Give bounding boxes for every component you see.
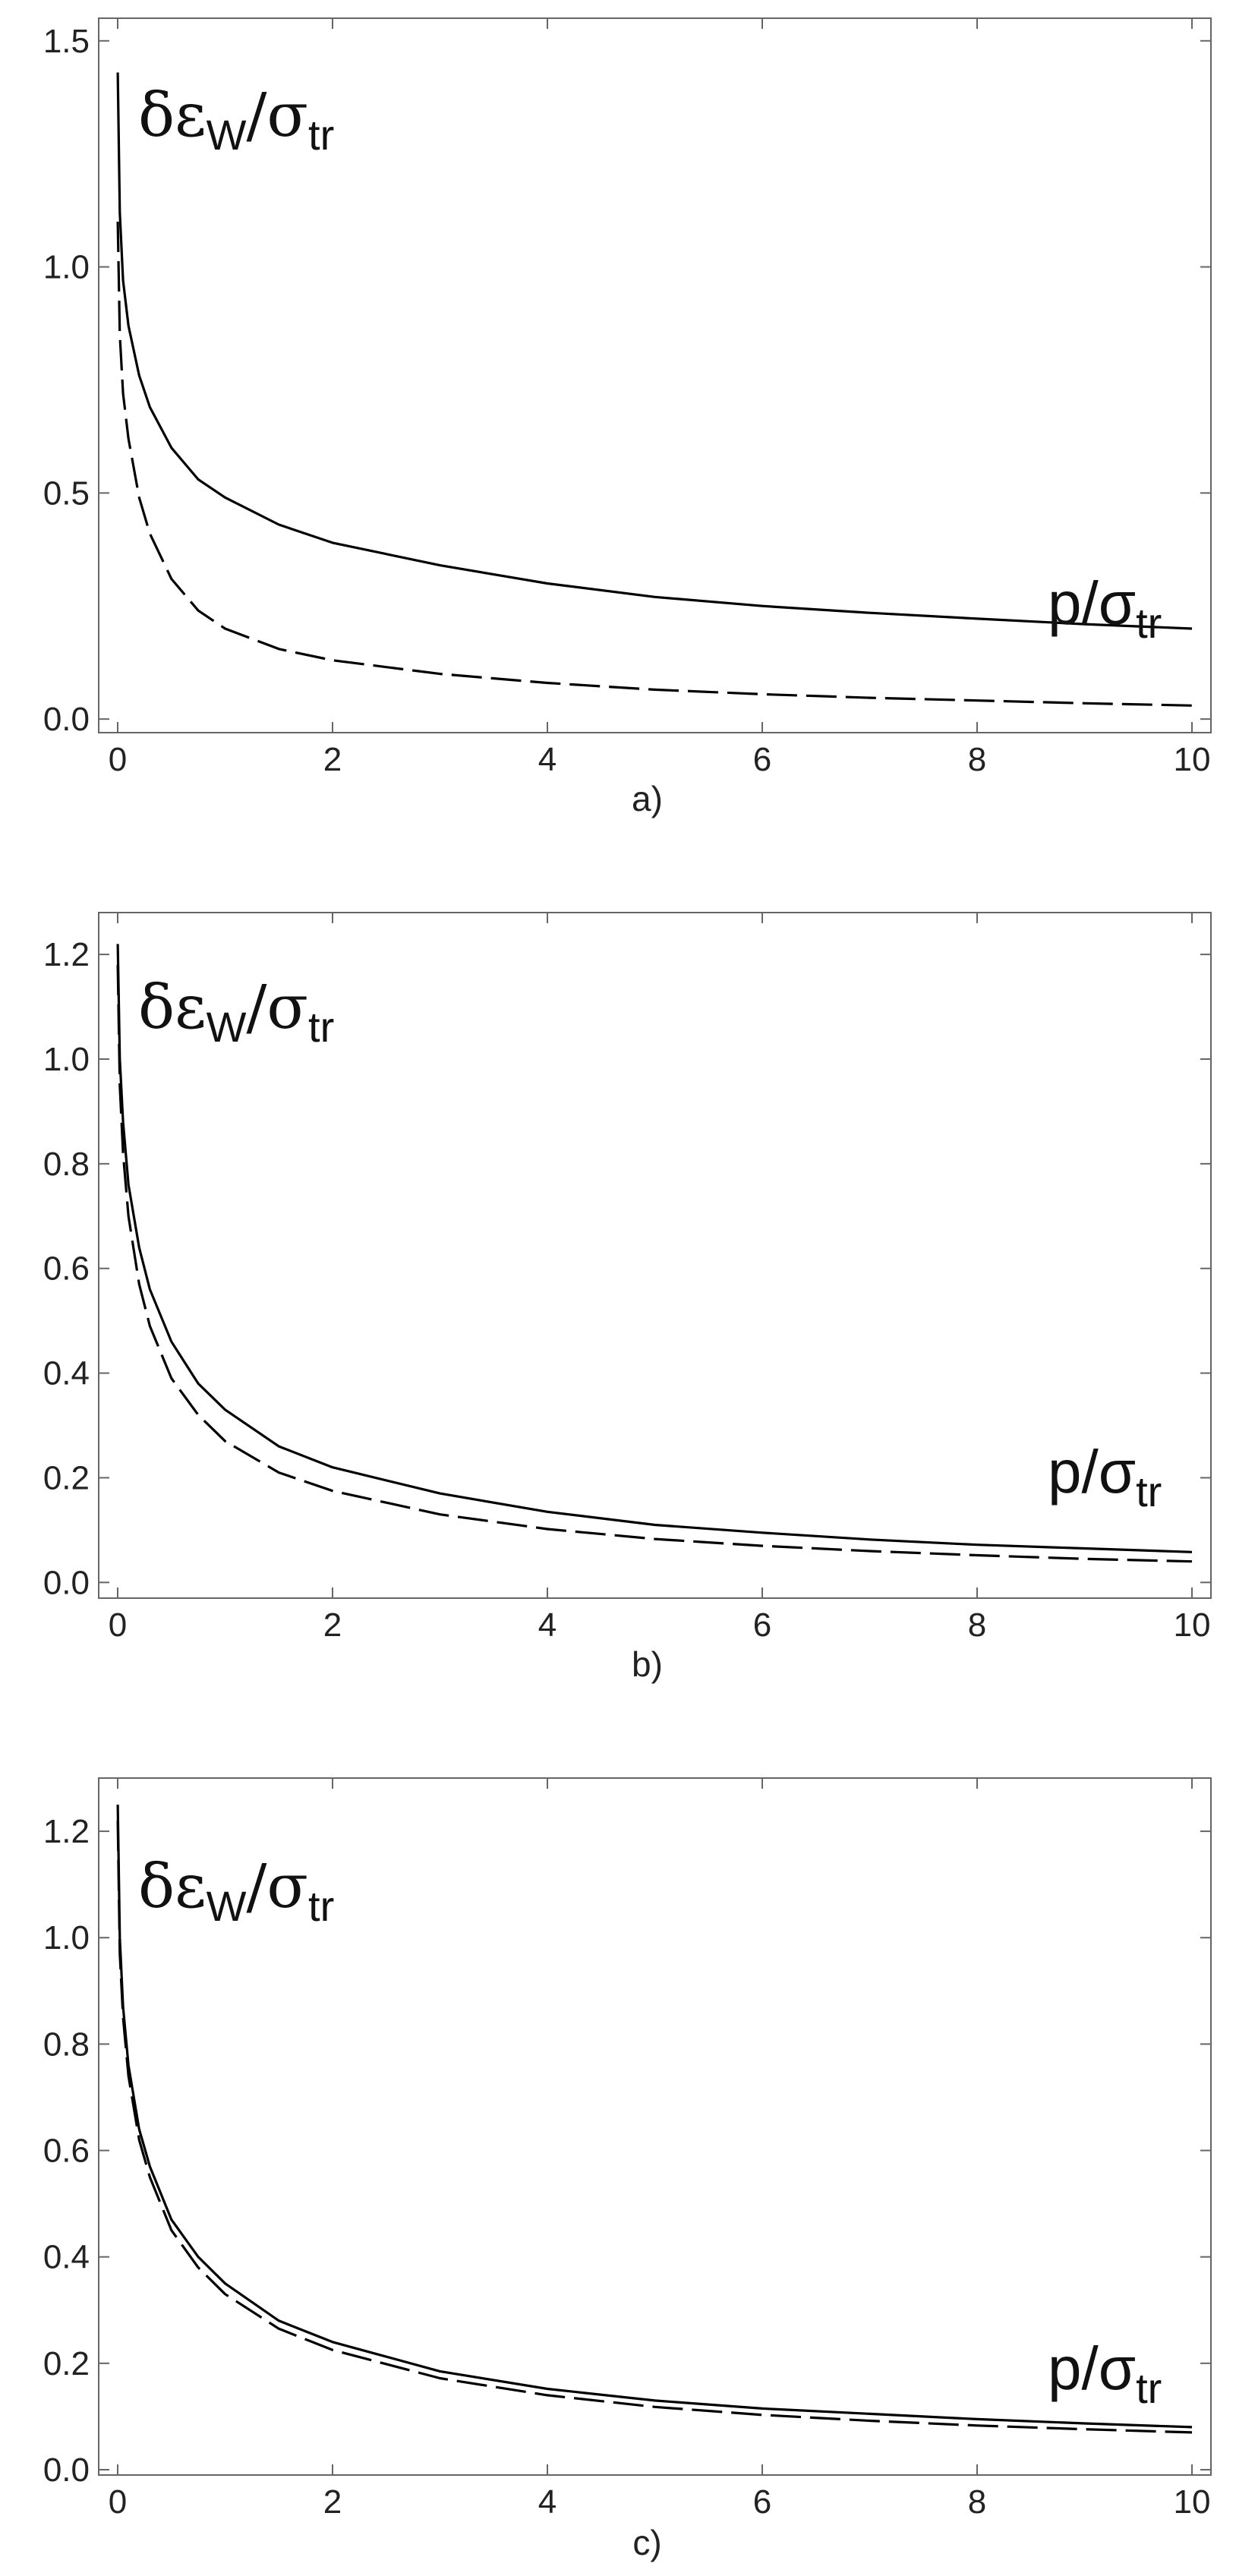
y-tick-label: 1.0 [43,1041,90,1078]
x-tick-label: 10 [1174,1606,1211,1644]
solid-curve [116,72,1193,630]
chart-panel-a: 0 2 4 6 8 10 0.0 0.5 1.0 1.5 δεW/σtr p/σtr a) [0,0,1236,858]
y-tick-label: 0.6 [43,2133,90,2170]
solid-curve [116,944,1193,1553]
x-tick-label: 2 [323,741,342,778]
panel-caption: a) [632,779,663,818]
chart-c-svg: 0 2 4 6 8 10 0.0 0.2 0.4 0.6 0.8 1.0 1.2 δεW/σtr p/σtr… [43,1777,1212,2562]
y-tick-label: 1.5 [43,23,90,60]
chart-b-svg: 0 2 4 6 8 10 0.0 0.2 0.4 0.6 0.8 1.0 1.2 δεW/σtr p/σtr… [43,912,1212,1684]
y-tick-label: 0.0 [43,701,90,738]
panel-caption: c) [632,2523,661,2562]
y-tick-label: 0.2 [43,2345,90,2382]
plot-frame [98,1777,1212,2476]
y-tick-label: 0.4 [43,2239,90,2276]
y-tick-label: 0.0 [43,2451,90,2489]
plot-frame [98,912,1212,1599]
panel-caption: b) [632,1644,663,1684]
x-tick-label: 6 [753,2483,771,2521]
y-tick-label: 0.0 [43,1564,90,1601]
plot-frame [98,17,1212,733]
y-tick-label: 1.0 [43,1919,90,1956]
x-tick-label: 0 [109,1606,127,1644]
chart-panel-c: 0 2 4 6 8 10 0.0 0.2 0.4 0.6 0.8 1.0 1.2 δεW/σtr p/σtr… [0,1716,1236,2576]
x-tick-label: 0 [109,741,127,778]
y-tick-label: 1.2 [43,1813,90,1850]
y-tick-label: 0.8 [43,1146,90,1183]
x-tick-label: 4 [538,1606,557,1644]
x-tick-label: 8 [968,1606,986,1644]
chart-panel-b: 0 2 4 6 8 10 0.0 0.2 0.4 0.6 0.8 1.0 1.2 δεW/σtr p/σtr… [0,858,1236,1716]
y-axis-label: δεW/σtr [138,1851,334,1930]
x-tick-label: 4 [538,741,557,778]
x-tick-label: 8 [968,2483,986,2521]
y-tick-label: 0.5 [43,475,90,512]
x-tick-label: 6 [753,741,771,778]
dashed-curve [116,221,1193,707]
x-axis-label: p/σtr [1048,2335,1162,2412]
y-axis-label: δεW/σtr [138,80,334,159]
y-tick-label: 0.6 [43,1250,90,1288]
y-tick-label: 0.8 [43,2026,90,2063]
x-tick-label: 2 [323,1606,342,1644]
y-tick-label: 1.2 [43,936,90,973]
dashed-curve [116,964,1193,1563]
x-tick-label: 6 [753,1606,771,1644]
x-tick-label: 10 [1174,2483,1211,2521]
x-axis-label: p/σtr [1048,569,1162,647]
y-axis-label: δεW/σtr [138,972,334,1051]
x-tick-label: 4 [538,2483,557,2521]
x-tick-label: 0 [109,2483,127,2521]
x-axis-label: p/σtr [1048,1438,1162,1515]
dashed-curve [116,1821,1193,2434]
x-tick-label: 2 [323,2483,342,2521]
x-tick-label: 10 [1174,741,1211,778]
chart-a-svg: 0 2 4 6 8 10 0.0 0.5 1.0 1.5 δεW/σtr p/σtr a) [43,17,1212,818]
y-tick-label: 0.2 [43,1459,90,1496]
y-tick-label: 0.4 [43,1355,90,1392]
x-tick-label: 8 [968,741,986,778]
y-tick-label: 1.0 [43,249,90,286]
